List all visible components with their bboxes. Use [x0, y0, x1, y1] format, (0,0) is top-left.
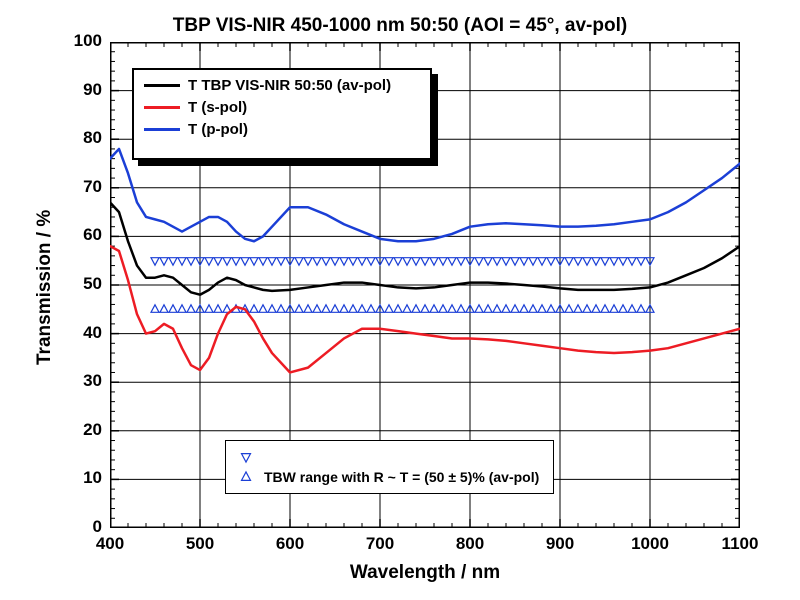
legend-row: T (p-pol) — [134, 118, 430, 140]
triangle-down-icon — [236, 450, 256, 464]
chart-title: TBP VIS-NIR 450-1000 nm 50:50 (AOI = 45°… — [0, 15, 800, 37]
y-tick-label: 10 — [83, 468, 102, 488]
legend-row: T (s-pol) — [134, 96, 430, 118]
y-tick-label: 100 — [74, 31, 102, 51]
x-tick-label: 500 — [178, 534, 222, 554]
y-tick-label: 30 — [83, 371, 102, 391]
y-tick-label: 50 — [83, 274, 102, 294]
legend-tolerance-label: TBW range with R ~ T = (50 ± 5)% (av-pol… — [264, 469, 539, 485]
x-tick-label: 800 — [448, 534, 492, 554]
legend-label: T (p-pol) — [188, 121, 248, 138]
legend-tolerance: TBW range with R ~ T = (50 ± 5)% (av-pol… — [225, 440, 554, 494]
y-axis-label: Transmission / % — [34, 210, 56, 365]
x-tick-label: 400 — [88, 534, 132, 554]
legend-swatch — [144, 128, 180, 131]
x-tick-label: 900 — [538, 534, 582, 554]
y-tick-label: 40 — [83, 323, 102, 343]
legend-swatch — [144, 106, 180, 109]
x-tick-label: 700 — [358, 534, 402, 554]
y-tick-label: 80 — [83, 128, 102, 148]
legend-swatch — [144, 84, 180, 87]
x-tick-label: 1000 — [628, 534, 672, 554]
chart-container: { "chart": { "type": "line", "title": "T… — [0, 0, 800, 600]
x-tick-label: 1100 — [718, 534, 762, 554]
legend-main: T TBP VIS-NIR 50:50 (av-pol) T (s-pol) T (… — [132, 68, 432, 160]
legend-label: T TBP VIS-NIR 50:50 (av-pol) — [188, 77, 391, 94]
triangle-up-icon — [236, 470, 256, 484]
y-tick-label: 0 — [93, 517, 102, 537]
y-tick-label: 90 — [83, 80, 102, 100]
y-tick-label: 60 — [83, 225, 102, 245]
x-tick-label: 600 — [268, 534, 312, 554]
legend-label: T (s-pol) — [188, 99, 247, 116]
legend-row: T TBP VIS-NIR 50:50 (av-pol) — [134, 74, 430, 96]
x-axis-label: Wavelength / nm — [110, 562, 740, 584]
y-tick-label: 20 — [83, 420, 102, 440]
y-tick-label: 70 — [83, 177, 102, 197]
